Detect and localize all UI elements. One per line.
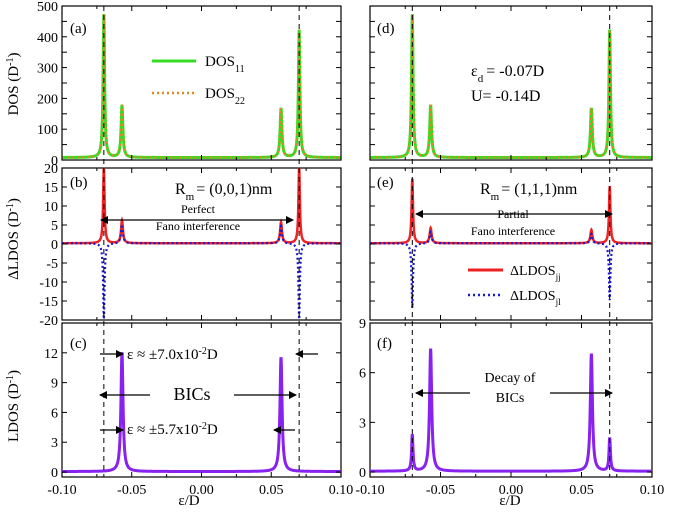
- ytick-label-c-4: 12: [44, 347, 58, 362]
- xlabel-left: ε/D: [178, 493, 199, 509]
- ytick-label-b-8: 20: [44, 162, 58, 177]
- xtick-label-c-2: 0.00: [189, 483, 214, 498]
- panel-label-b: (b): [70, 175, 88, 191]
- curve-d-dos22: [370, 14, 652, 159]
- dashed-guides-layer: [103, 6, 611, 477]
- legend-dos22-label: DOS22: [205, 86, 245, 107]
- ytick-label-b-4: 0: [51, 238, 58, 253]
- legend-jj-label: ΔLDOSjj: [510, 264, 561, 282]
- ytick-label-a-10: 500: [37, 0, 58, 15]
- param-epsilon-d: εd = -0.07D: [471, 63, 544, 85]
- legend-dos11-label: DOS11: [205, 54, 245, 75]
- rm-label-e: Rm = (1,1,1)nm: [480, 181, 578, 203]
- xtick-label-f-3: 0.05: [569, 483, 594, 498]
- fano-text-b-2: Fano interference: [156, 219, 240, 233]
- xtick-label-f-1: -0.05: [426, 483, 455, 498]
- xtick-label-c-3: 0.05: [259, 483, 284, 498]
- panel-label-a: (a): [70, 21, 87, 37]
- ytick-label-b-5: 5: [51, 219, 58, 234]
- xtick-label-f-0: -0.10: [355, 483, 384, 498]
- ylabel-a: DOS (D-1): [5, 53, 23, 116]
- ytick-label-b-7: 15: [44, 181, 58, 196]
- rm-label-b: Rm = (0,0,1)nm: [175, 181, 273, 203]
- ytick-label-a-0: 0: [51, 154, 58, 169]
- panel-label-f: (f): [377, 336, 392, 352]
- ytick-label-a-8: 400: [37, 31, 58, 46]
- curve-b-ldos-jj: [62, 167, 341, 245]
- ytick-label-b-1: -15: [39, 295, 58, 310]
- xtick-label-c-1: -0.05: [117, 483, 146, 498]
- eps-top-c: ε ≈ ±7.0x10-2D: [127, 346, 218, 364]
- ytick-label-c-1: 3: [51, 436, 58, 451]
- legend-a: DOS11 DOS22: [152, 54, 245, 107]
- ytick-label-f-3: 9: [359, 317, 366, 332]
- ylabel-b: ΔLDOS (D-1): [5, 198, 23, 280]
- curve-b-ldos-jl: [62, 221, 342, 320]
- eps-bottom-c: ε ≈ ±5.7x10-2D: [127, 421, 218, 439]
- ytick-label-a-4: 200: [37, 92, 58, 107]
- xtick-label-c-0: -0.10: [47, 483, 76, 498]
- panel-label-e: (e): [377, 175, 394, 191]
- ytick-label-b-6: 10: [44, 200, 58, 215]
- bics-text-c: BICs: [173, 384, 210, 404]
- ytick-label-b-3: -5: [46, 257, 58, 272]
- ytick-label-a-2: 100: [37, 123, 58, 138]
- decay-text-f-2: BICs: [496, 391, 525, 406]
- ytick-label-f-2: 6: [359, 367, 366, 382]
- ytick-label-c-0: 0: [51, 466, 58, 481]
- curve-a-dos22: [62, 14, 341, 159]
- ytick-label-c-3: 9: [51, 377, 58, 392]
- curve-f-ldos: [370, 348, 653, 473]
- legend-e: ΔLDOSjj ΔLDOSjl: [468, 264, 561, 307]
- ticks-layer: 0100200300400500-20-15-10-50510152003691…: [37, 0, 664, 498]
- param-u: U= -0.14D: [471, 88, 540, 105]
- panel-label-c: (c): [70, 336, 87, 352]
- xtick-label-c-4: 0.10: [329, 483, 354, 498]
- ytick-label-f-0: 0: [359, 466, 366, 481]
- curves-layer: [62, 14, 653, 473]
- xtick-label-f-4: 0.10: [640, 483, 665, 498]
- legend-jl-label: ΔLDOSjl: [510, 289, 561, 307]
- ytick-label-b-2: -10: [39, 276, 58, 291]
- curve-c-ldos: [62, 352, 341, 473]
- fano-text-e-2: Fano interference: [471, 224, 555, 238]
- ytick-label-a-6: 300: [37, 62, 58, 77]
- curve-e-ldos-jl: [370, 229, 652, 308]
- ylabel-c: LDOS (D-1): [5, 370, 23, 442]
- xtick-label-f-2: 0.00: [499, 483, 524, 498]
- decay-text-f-1: Decay of: [485, 371, 536, 386]
- panel-label-d: (d): [377, 21, 395, 37]
- fano-text-b-1: Perfect: [181, 202, 216, 216]
- ytick-label-c-2: 6: [51, 406, 58, 421]
- xlabel-right: ε/D: [499, 493, 520, 509]
- arrows-layer: [99, 210, 613, 434]
- ytick-label-b-0: -20: [39, 314, 58, 329]
- ytick-label-f-1: 3: [359, 416, 366, 431]
